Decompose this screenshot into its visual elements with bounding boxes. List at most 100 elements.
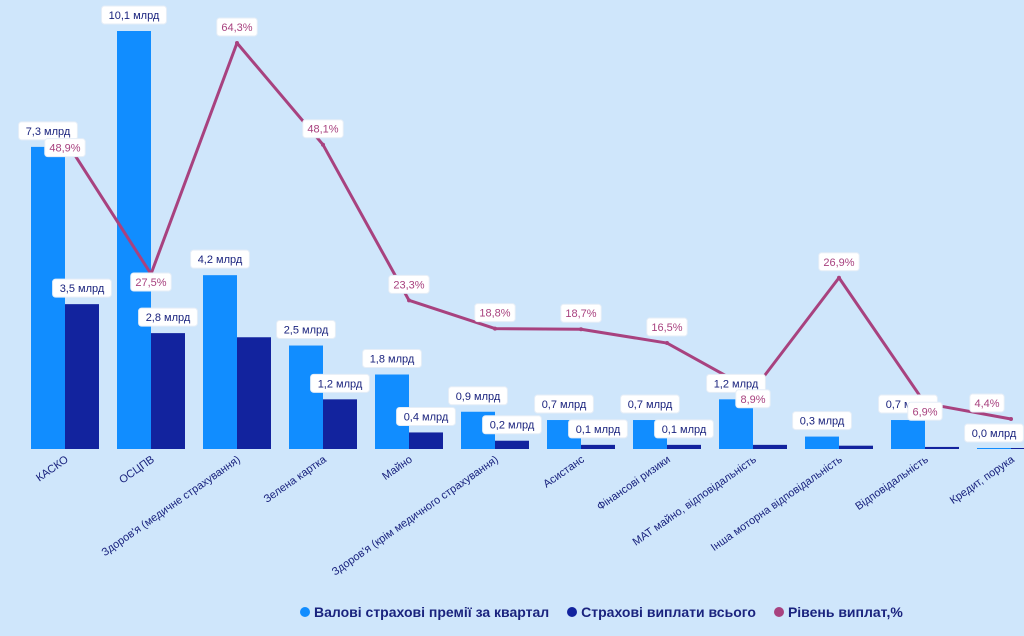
- bar-payout-8[interactable]: [753, 444, 787, 449]
- svg-text:48,1%: 48,1%: [307, 124, 338, 136]
- bar-payout-0[interactable]: [65, 304, 99, 449]
- bar-payout-3[interactable]: [323, 399, 357, 449]
- legend: Валові страхові премії за квартал Страхо…: [300, 604, 903, 620]
- premium-data-label-2: 4,2 млрд: [190, 249, 250, 269]
- ratio-data-label-9: 26,9%: [818, 252, 860, 272]
- x-tick-label-1: ОСЦПВ: [117, 454, 157, 487]
- ratio-data-label-6: 18,7%: [560, 303, 602, 323]
- svg-text:1,8 млрд: 1,8 млрд: [370, 354, 415, 366]
- ratio-data-label-8: 8,9%: [735, 389, 771, 409]
- svg-text:0,1 млрд: 0,1 млрд: [576, 424, 621, 436]
- svg-text:0,9 млрд: 0,9 млрд: [456, 391, 501, 403]
- svg-text:0,3 млрд: 0,3 млрд: [800, 416, 845, 428]
- bar-payout-10[interactable]: [925, 446, 959, 449]
- svg-text:26,9%: 26,9%: [823, 257, 854, 269]
- svg-text:4,4%: 4,4%: [974, 398, 999, 410]
- svg-text:8,9%: 8,9%: [740, 394, 765, 406]
- ratio-data-label-4: 23,3%: [388, 274, 430, 294]
- premium-data-label-11: 0,0 млрд: [964, 423, 1024, 443]
- svg-text:0,0 млрд: 0,0 млрд: [972, 428, 1017, 440]
- bar-premium-3[interactable]: [289, 345, 323, 449]
- svg-text:18,7%: 18,7%: [565, 308, 596, 320]
- bar-payout-7[interactable]: [667, 444, 701, 449]
- ratio-data-label-2: 64,3%: [216, 17, 258, 37]
- ratio-data-label-5: 18,8%: [474, 303, 516, 323]
- svg-text:48,9%: 48,9%: [49, 143, 80, 155]
- svg-text:0,7 млрд: 0,7 млрд: [628, 399, 673, 411]
- ratio-data-label-3: 48,1%: [302, 119, 344, 139]
- legend-item-premiums[interactable]: Валові страхові премії за квартал: [300, 604, 549, 620]
- svg-text:27,5%: 27,5%: [135, 277, 166, 289]
- x-tick-label-10: Відповідальність: [853, 453, 931, 512]
- payout-data-label-7: 0,1 млрд: [654, 419, 714, 439]
- svg-text:1,2 млрд: 1,2 млрд: [318, 378, 363, 390]
- x-tick-label-11: Кредит, порука: [948, 453, 1018, 507]
- premium-data-label-4: 1,8 млрд: [362, 349, 422, 369]
- svg-text:0,4 млрд: 0,4 млрд: [404, 411, 449, 423]
- ratio-data-label-7: 16,5%: [646, 317, 688, 337]
- bar-premium-2[interactable]: [203, 275, 237, 449]
- x-tick-label-3: Зелена картка: [262, 453, 330, 505]
- payout-data-label-6: 0,1 млрд: [568, 419, 628, 439]
- bar-payout-6[interactable]: [581, 444, 615, 449]
- premium-data-label-9: 0,3 млрд: [792, 411, 852, 431]
- svg-text:16,5%: 16,5%: [651, 322, 682, 334]
- legend-dot-ratio: [773, 607, 784, 617]
- bar-payout-2[interactable]: [237, 337, 271, 449]
- svg-text:4,2 млрд: 4,2 млрд: [198, 254, 243, 266]
- svg-text:2,8 млрд: 2,8 млрд: [146, 312, 191, 324]
- bar-payout-11[interactable]: [1011, 448, 1024, 449]
- legend-dot-premiums: [300, 607, 310, 617]
- premium-data-label-0: 7,3 млрд: [18, 121, 78, 141]
- x-tick-label-0: КАСКО: [34, 453, 71, 484]
- svg-text:3,5 млрд: 3,5 млрд: [60, 283, 105, 295]
- ratio-point-2[interactable]: [235, 41, 239, 45]
- ratio-point-9[interactable]: [837, 275, 841, 280]
- payout-data-label-3: 1,2 млрд: [310, 373, 370, 393]
- legend-label-payouts: Страхові виплати всього: [581, 604, 756, 620]
- ratio-point-6[interactable]: [579, 327, 583, 332]
- ratio-data-label-0: 48,9%: [44, 138, 86, 158]
- svg-text:1,2 млрд: 1,2 млрд: [714, 378, 759, 390]
- premium-data-label-5: 0,9 млрд: [448, 386, 508, 406]
- ratio-data-label-10: 6,9%: [907, 401, 943, 421]
- payout-data-label-0: 3,5 млрд: [52, 278, 112, 298]
- bar-premium-9[interactable]: [805, 436, 839, 449]
- ratio-point-5[interactable]: [493, 326, 497, 331]
- legend-item-payouts[interactable]: Страхові виплати всього: [567, 604, 756, 620]
- ratio-point-3[interactable]: [321, 142, 325, 147]
- svg-text:2,5 млрд: 2,5 млрд: [284, 325, 329, 337]
- bar-payout-1[interactable]: [151, 333, 185, 449]
- bar-payout-4[interactable]: [409, 432, 443, 449]
- svg-text:10,1 млрд: 10,1 млрд: [109, 10, 160, 22]
- x-tick-label-4: Майно: [380, 454, 415, 483]
- bar-premium-1[interactable]: [117, 31, 151, 449]
- premium-data-label-1: 10,1 млрд: [101, 5, 167, 25]
- bar-payout-9[interactable]: [839, 445, 873, 449]
- ratio-data-label-11: 4,4%: [969, 393, 1005, 413]
- svg-text:7,3 млрд: 7,3 млрд: [26, 126, 71, 138]
- svg-text:18,8%: 18,8%: [479, 308, 510, 320]
- ratio-point-4[interactable]: [407, 298, 411, 303]
- ratio-point-7[interactable]: [665, 341, 669, 346]
- svg-text:0,2 млрд: 0,2 млрд: [490, 420, 535, 432]
- svg-text:0,1 млрд: 0,1 млрд: [662, 424, 707, 436]
- svg-text:6,9%: 6,9%: [912, 406, 937, 418]
- ratio-point-11[interactable]: [1009, 417, 1013, 421]
- payout-data-label-1: 2,8 млрд: [138, 307, 198, 327]
- payout-data-label-4: 0,4 млрд: [396, 406, 456, 426]
- legend-label-premiums: Валові страхові премії за квартал: [314, 604, 550, 620]
- bar-premium-11[interactable]: [977, 448, 1011, 449]
- payout-data-label-5: 0,2 млрд: [482, 415, 542, 435]
- ratio-line[interactable]: [63, 41, 1012, 421]
- svg-text:0,7 млрд: 0,7 млрд: [542, 399, 587, 411]
- premium-data-label-6: 0,7 млрд: [534, 394, 594, 414]
- svg-text:23,3%: 23,3%: [393, 279, 424, 291]
- legend-item-ratio[interactable]: Рівень виплат,%: [773, 604, 903, 620]
- x-tick-label-2: Здоров'я (медичне страхування): [100, 454, 243, 559]
- bar-premium-10[interactable]: [891, 420, 925, 449]
- bar-premium-0[interactable]: [31, 146, 65, 449]
- bar-payout-5[interactable]: [495, 440, 529, 449]
- svg-text:64,3%: 64,3%: [221, 22, 252, 34]
